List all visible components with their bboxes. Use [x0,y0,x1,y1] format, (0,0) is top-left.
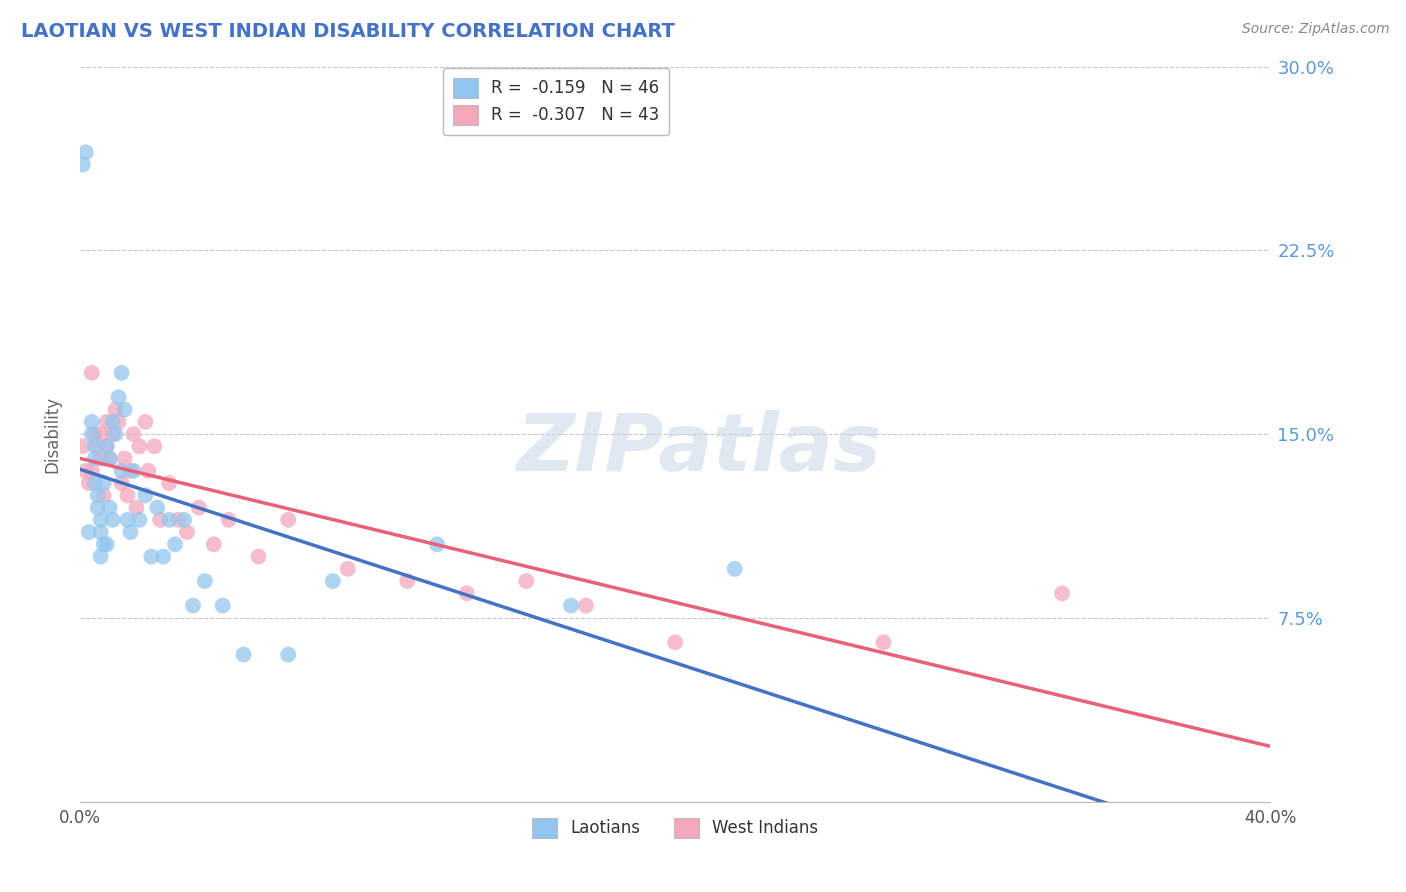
Point [80,427,103,442]
Point [96,439,118,453]
Point [72,158,94,172]
Point [101,427,124,442]
Point [396,574,419,588]
Point [575,599,598,613]
Point [277,648,299,662]
Point [77,525,100,540]
Point [165,537,187,551]
Point [141,549,163,564]
Point [1050,586,1073,600]
Point [128,513,150,527]
Point [117,513,139,527]
Point [96,537,118,551]
Point [107,390,129,404]
Point [117,488,139,502]
Point [136,464,159,478]
Text: LAOTIAN VS WEST INDIAN DISABILITY CORRELATION CHART: LAOTIAN VS WEST INDIAN DISABILITY CORREL… [21,22,675,41]
Point [157,513,180,527]
Point [77,476,100,491]
Point [83,439,105,453]
Point [83,451,105,466]
Point [277,513,299,527]
Point [181,599,204,613]
Point [90,451,112,466]
Point [90,549,112,564]
Point [149,513,172,527]
Point [87,488,110,502]
Point [202,537,225,551]
Point [211,599,233,613]
Point [72,439,94,453]
Point [93,488,115,502]
Point [426,537,449,551]
Legend: Laotians, West Indians: Laotians, West Indians [526,811,825,845]
Point [107,415,129,429]
Point [98,500,121,515]
Point [173,513,195,527]
Point [96,439,118,453]
Point [247,549,270,564]
Point [110,476,132,491]
Point [83,476,105,491]
Point [724,562,747,576]
Point [218,513,240,527]
Point [93,476,115,491]
Point [456,586,478,600]
Point [104,427,127,442]
Point [101,415,124,429]
Point [80,464,103,478]
Point [83,427,105,442]
Y-axis label: Disability: Disability [44,395,60,473]
Point [187,500,209,515]
Point [125,500,148,515]
Point [114,402,136,417]
Point [152,549,174,564]
Point [90,427,112,442]
Point [134,488,156,502]
Point [122,464,145,478]
Point [232,648,254,662]
Point [110,464,132,478]
Point [93,537,115,551]
Point [96,415,118,429]
Point [101,513,124,527]
Point [128,439,150,453]
Point [322,574,344,588]
Point [176,525,198,540]
Point [80,366,103,380]
Text: ZIPatlas: ZIPatlas [516,409,882,488]
Point [110,366,132,380]
Point [87,500,110,515]
Point [114,451,136,466]
Point [560,599,582,613]
Point [122,427,145,442]
Point [75,464,97,478]
Point [664,635,686,649]
Point [134,415,156,429]
Point [872,635,894,649]
Point [90,513,112,527]
Point [143,439,166,453]
Point [336,562,359,576]
Point [75,145,97,160]
Point [167,513,190,527]
Text: Source: ZipAtlas.com: Source: ZipAtlas.com [1241,22,1389,37]
Point [194,574,217,588]
Point [157,476,180,491]
Point [98,451,121,466]
Point [87,439,110,453]
Point [104,402,127,417]
Point [515,574,537,588]
Point [146,500,169,515]
Point [120,525,142,540]
Point [80,415,103,429]
Point [90,525,112,540]
Point [120,464,142,478]
Point [98,451,121,466]
